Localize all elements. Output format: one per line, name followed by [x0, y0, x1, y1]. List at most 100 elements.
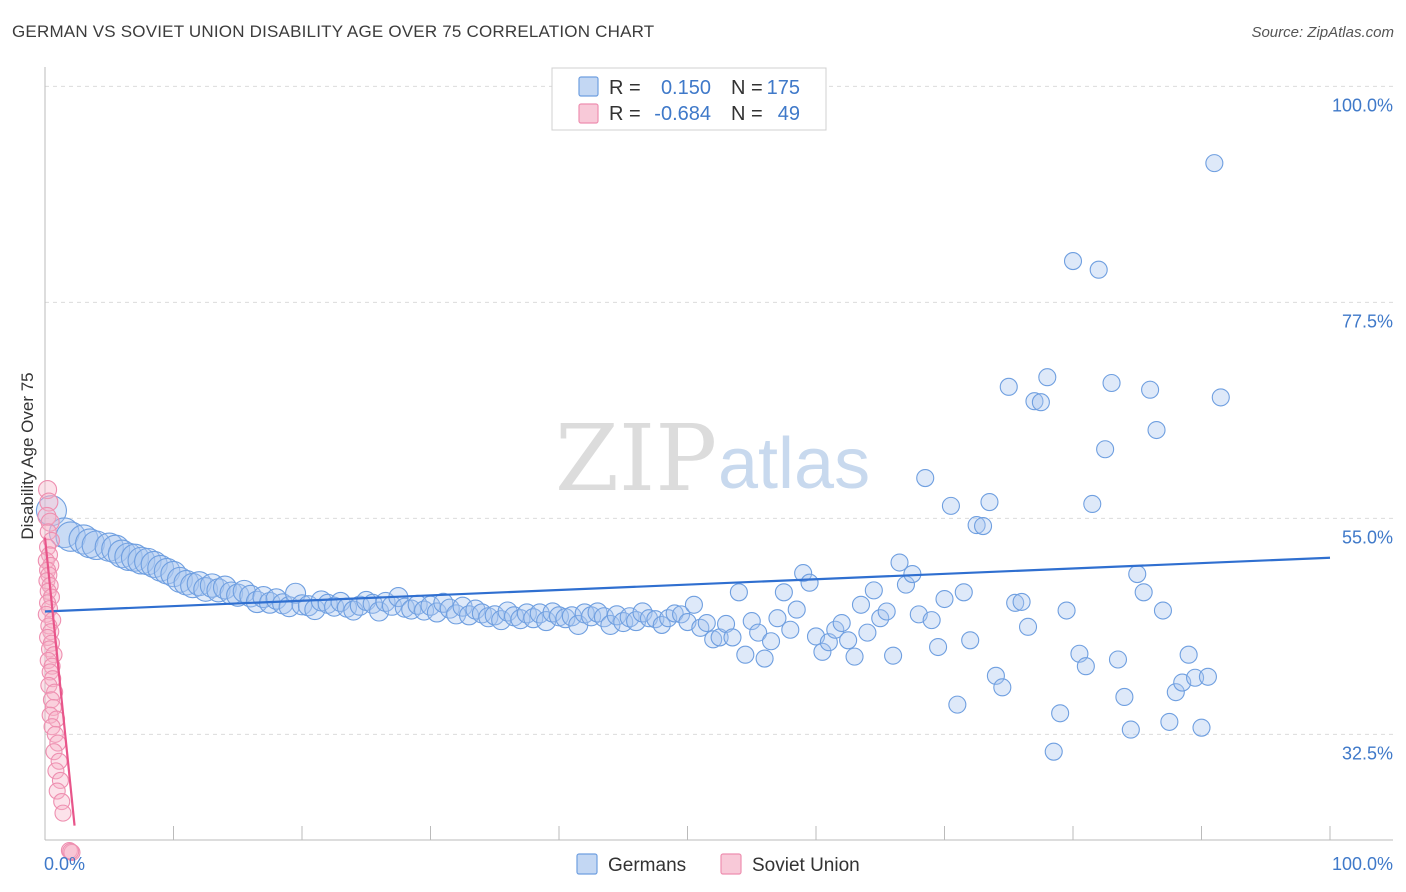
data-point-germans: [993, 678, 1012, 697]
data-point-germans: [1108, 650, 1128, 669]
data-point-germans: [916, 468, 935, 488]
data-point-germans: [858, 623, 877, 642]
data-point-soviet: [39, 492, 59, 512]
data-point-soviet: [51, 771, 69, 790]
data-point-germans: [1192, 718, 1211, 737]
data-point-germans: [1128, 565, 1147, 584]
data-point-germans: [1051, 704, 1070, 723]
data-point-germans: [1121, 720, 1140, 739]
data-point-germans: [173, 569, 200, 596]
data-point-germans: [704, 630, 723, 649]
stats-swatch-soviet: [578, 103, 599, 124]
data-point-germans: [794, 564, 813, 583]
data-point-soviet: [47, 762, 65, 780]
data-point-germans: [1044, 742, 1063, 761]
legend-label-soviet: Soviet Union: [752, 855, 860, 876]
stats-n-value-soviet: 49: [778, 103, 800, 125]
data-point-germans: [742, 612, 761, 631]
y-tick-label: 100.0%: [1332, 95, 1393, 115]
data-point-germans: [1134, 583, 1153, 602]
data-point-germans: [839, 631, 858, 650]
y-tick-label: 32.5%: [1342, 743, 1393, 763]
legend: Germans Soviet Union: [576, 853, 860, 876]
data-point-germans: [665, 604, 684, 623]
data-point-germans: [973, 516, 993, 536]
data-point-germans: [1089, 260, 1108, 279]
data-point-germans: [1038, 368, 1057, 387]
data-point-germans: [1147, 420, 1166, 440]
data-point-soviet: [48, 782, 66, 800]
data-point-germans: [619, 607, 640, 628]
series-soviet-union: [37, 480, 81, 862]
data-point-germans: [1160, 712, 1179, 731]
data-point-soviet: [60, 842, 78, 860]
data-point-germans: [749, 623, 768, 642]
data-point-germans: [845, 647, 864, 666]
data-point-germans: [471, 603, 492, 624]
data-point-germans: [986, 666, 1005, 685]
stats-n-label-germans: N =: [731, 77, 763, 99]
stats-box: R = 0.150 N = 175 R = -0.684 N = 49: [551, 67, 827, 131]
data-point-germans: [864, 581, 883, 600]
data-point-germans: [967, 516, 986, 535]
y-axis-label: Disability Age Over 75: [18, 372, 37, 539]
data-point-germans: [1166, 683, 1185, 702]
data-point-germans: [1141, 380, 1160, 399]
data-point-germans: [1102, 373, 1121, 393]
data-point-germans: [193, 577, 219, 602]
legend-swatch-germans: [576, 853, 598, 875]
data-point-germans: [1083, 494, 1102, 514]
data-point-germans: [1012, 592, 1031, 611]
data-point-germans: [980, 492, 999, 512]
data-point-germans: [433, 592, 454, 613]
data-point-germans: [877, 602, 896, 621]
data-point-germans: [768, 609, 787, 628]
data-point-germans: [652, 615, 671, 634]
data-point-germans: [1179, 645, 1198, 664]
watermark-atlas: atlas: [718, 424, 870, 504]
data-point-germans: [729, 583, 748, 602]
watermark-zip: ZIP: [555, 405, 717, 512]
data-point-germans: [826, 620, 845, 639]
data-point-germans: [1018, 617, 1038, 636]
data-point-germans: [884, 646, 903, 665]
stats-r-value-germans: 0.150: [661, 77, 711, 99]
stats-swatch-germans: [578, 76, 599, 97]
data-point-germans: [1205, 154, 1224, 173]
data-point-germans: [600, 614, 621, 635]
data-point-germans: [774, 583, 793, 602]
stats-r-value-soviet: -0.684: [654, 103, 711, 125]
data-point-germans: [999, 377, 1018, 396]
trend-lines: [43, 537, 1331, 826]
trend-line-germans: [44, 556, 1331, 613]
chart-title: GERMAN VS SOVIET UNION DISABILITY AGE OV…: [12, 22, 655, 41]
stats-r-label-soviet: R =: [609, 103, 641, 125]
data-point-soviet: [63, 843, 81, 862]
data-point-germans: [1115, 687, 1134, 706]
data-point-germans: [684, 595, 703, 614]
trend-line-soviet: [43, 537, 76, 826]
data-point-germans: [851, 595, 871, 614]
data-point-soviet: [37, 506, 57, 526]
data-point-germans: [542, 602, 563, 623]
data-point-germans: [1186, 668, 1205, 687]
gridlines: [45, 85, 1393, 735]
legend-label-germans: Germans: [608, 855, 686, 876]
data-point-germans: [1025, 392, 1044, 411]
data-point-germans: [1076, 657, 1095, 676]
data-point-germans: [890, 553, 909, 572]
data-point-germans: [723, 628, 742, 647]
legend-swatch-soviet: [720, 853, 742, 875]
data-point-germans: [961, 631, 980, 650]
stats-n-value-germans: 175: [767, 77, 800, 99]
y-tick-label: 55.0%: [1342, 527, 1393, 547]
data-point-germans: [1063, 252, 1083, 271]
data-point-soviet: [62, 842, 80, 861]
data-point-germans: [1096, 440, 1115, 459]
data-point-germans: [1198, 667, 1217, 686]
x-tick-label-max: 100.0%: [1332, 854, 1393, 874]
data-point-germans: [781, 620, 800, 639]
data-point-germans: [800, 573, 819, 592]
data-point-germans: [697, 613, 716, 633]
